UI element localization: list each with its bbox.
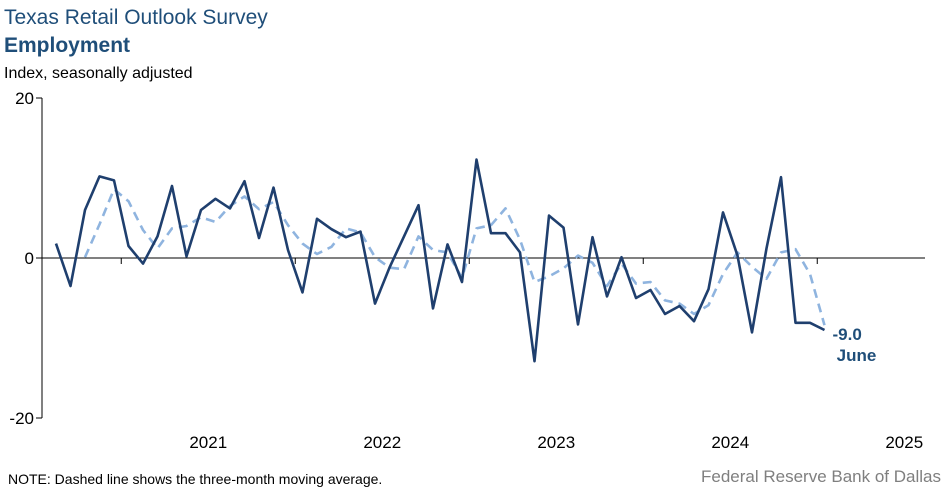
x-tick-label: 2021 [189, 433, 227, 452]
latest-month-label: June [837, 346, 877, 365]
y-tick-label: 0 [25, 249, 34, 268]
moving-average-line [83, 187, 826, 326]
series-layer [54, 158, 826, 363]
footnote: NOTE: Dashed line shows the three-month … [8, 471, 383, 487]
y-tick-label: 20 [15, 89, 34, 108]
y-tick-label: -20 [9, 409, 34, 428]
y-axis-label: Index, seasonally adjusted [4, 65, 193, 82]
chart-title: Texas Retail Outlook Survey [4, 6, 268, 29]
x-tick-label: 2025 [885, 433, 923, 452]
x-tick-label: 2022 [363, 433, 401, 452]
employment-index-line [54, 158, 826, 363]
source-credit: Federal Reserve Bank of Dallas [700, 467, 941, 486]
x-tick-label: 2023 [537, 433, 575, 452]
latest-value-label: -9.0 [833, 325, 862, 344]
x-tick-label: 2024 [711, 433, 749, 452]
chart-subtitle: Employment [4, 34, 131, 57]
chart-axes: 20 0 -20 2021 2022 2023 2024 2025 [9, 89, 925, 452]
annotation-layer: -9.0 June [833, 325, 877, 365]
